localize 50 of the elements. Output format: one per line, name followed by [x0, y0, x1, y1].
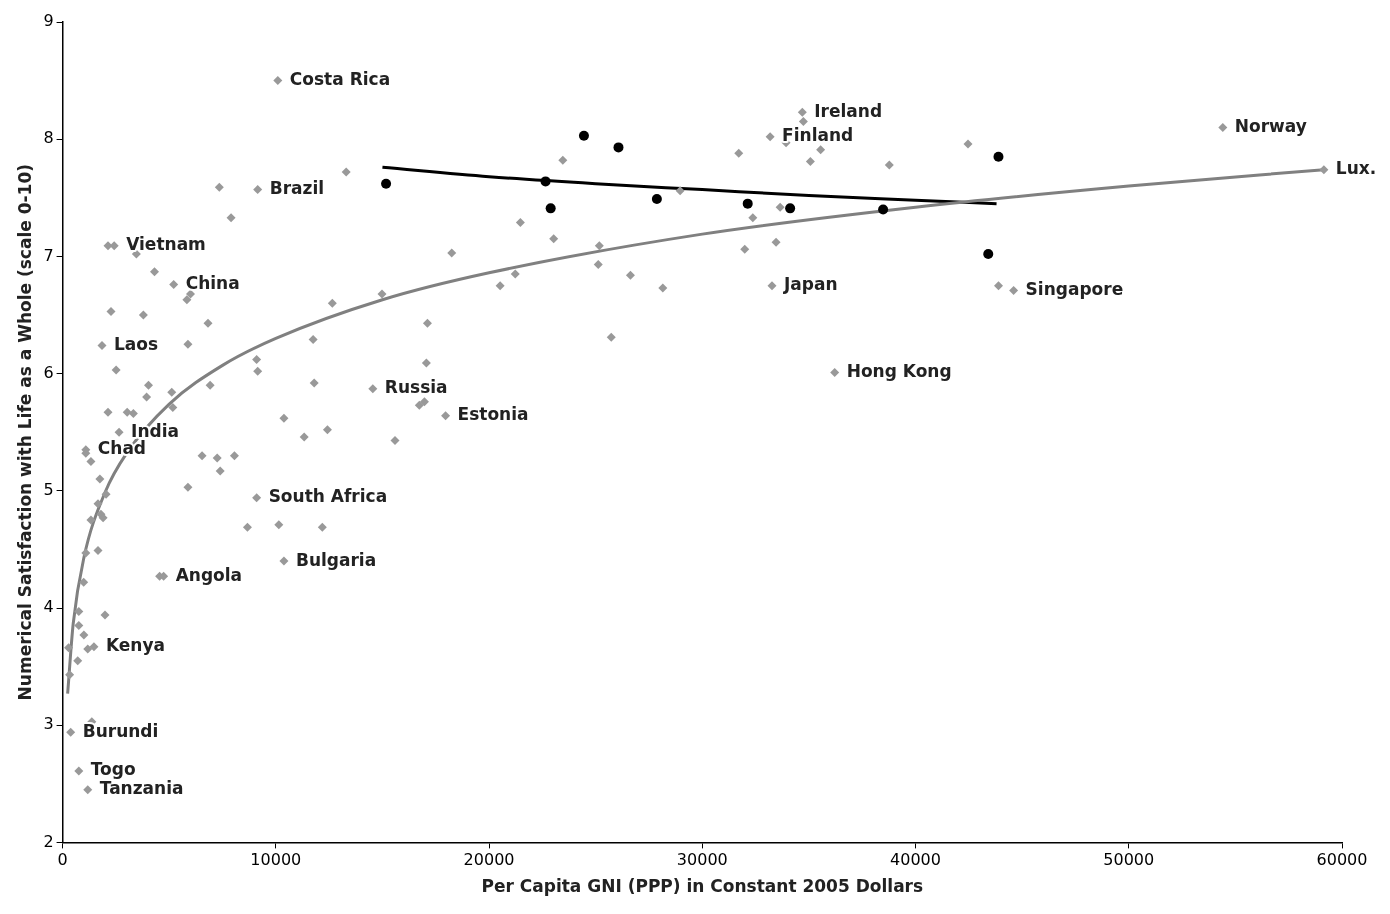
point: [540, 176, 551, 187]
line-series: [380, 165, 999, 206]
point: [983, 249, 994, 260]
y-tick-label: 8: [43, 128, 54, 148]
annotation: Angola: [175, 564, 243, 585]
annotation: Finland: [782, 125, 854, 146]
x-axis-title: Per Capita GNI (PPP) in Constant 2005 Dollars: [481, 876, 924, 897]
annotation: Hong Kong: [846, 360, 952, 381]
point: [742, 198, 753, 209]
y-tick-label: 6: [43, 362, 54, 382]
y-tick-label: 9: [43, 11, 54, 31]
point: [785, 203, 796, 214]
y-tick-label: 4: [43, 597, 54, 617]
annotation: Singapore: [1025, 278, 1124, 299]
annotation: Norway: [1234, 115, 1307, 136]
point: [993, 151, 1004, 162]
annotation: Estonia: [457, 404, 529, 425]
point: [613, 142, 624, 153]
x-tick-label: 10000: [250, 850, 302, 870]
annotation: Bulgaria: [295, 549, 377, 570]
annotation: Togo: [90, 759, 136, 780]
point: [381, 178, 392, 189]
x-tick-label: 50000: [1103, 850, 1155, 870]
y-tick-label: 5: [43, 479, 54, 499]
annotation: Lux.: [1335, 158, 1377, 179]
x-tick-label: 0: [57, 850, 68, 870]
point: [878, 204, 889, 215]
annotation: Laos: [114, 333, 159, 354]
annotation: Russia: [384, 377, 448, 398]
annotation: South Africa: [268, 486, 388, 507]
annotation: Japan: [783, 274, 838, 295]
x-tick-label: 40000: [890, 850, 941, 870]
annotation: Brazil: [269, 178, 325, 199]
annotation: Kenya: [105, 635, 165, 656]
point: [651, 193, 662, 204]
x-tick-label: 30000: [676, 850, 728, 870]
x-tick-label: 60000: [1316, 850, 1368, 870]
annotation: Vietnam: [126, 234, 206, 255]
y-tick-label: 2: [43, 831, 54, 851]
annotation: Burundi: [82, 720, 159, 741]
y-axis-title: Numerical Satisfaction with Life as a Whole (scale 0-10): [14, 164, 35, 701]
y-tick-label: 3: [43, 714, 54, 734]
x-tick-label: 20000: [463, 850, 515, 870]
point: [578, 130, 589, 141]
annotation: Costa Rica: [289, 69, 391, 90]
annotation: Tanzania: [99, 778, 184, 799]
annotation: China: [185, 272, 240, 293]
point: [545, 203, 556, 214]
y-tick-label: 7: [43, 245, 54, 265]
annotation: Ireland: [814, 100, 883, 121]
